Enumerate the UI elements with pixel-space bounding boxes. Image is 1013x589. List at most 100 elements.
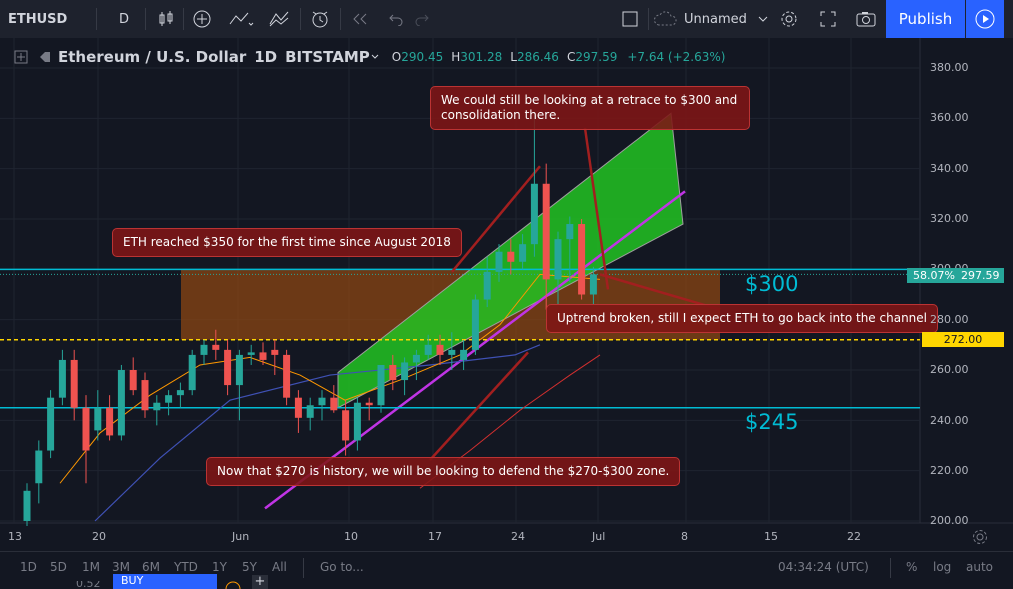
buy-button[interactable]: BUY [113,574,217,589]
candle [318,390,326,421]
level-245-label[interactable]: $245 [745,410,799,434]
play-icon[interactable] [966,0,1004,38]
auto-toggle[interactable]: auto [966,560,994,574]
price-tick: 340.00 [930,162,969,175]
candle [589,266,597,305]
candle-body [306,405,314,418]
range-1m[interactable]: 1M [82,560,100,574]
candle-body [554,239,562,280]
candle-body [412,354,420,363]
callout-first-time[interactable]: ETH reached $350 for the first time sinc… [112,228,462,257]
ma-blue [94,344,541,522]
time-tick: 8 [681,530,688,543]
candle [200,339,208,365]
candle-body [566,224,574,240]
range-5y[interactable]: 5Y [242,560,257,574]
candle-body [424,344,432,355]
settings-gear-icon[interactable] [776,0,802,38]
chevron-down-icon[interactable] [370,52,380,62]
candle-body [330,397,338,411]
candle [330,385,338,413]
legend-exchange[interactable]: BITSTAMP [285,48,370,66]
range-1y[interactable]: 1Y [212,560,227,574]
utc-clock[interactable]: 04:34:24 (UTC) [778,560,869,574]
candle [35,440,43,504]
legend-high: H301.28 [451,50,503,64]
price-tick: 240.00 [930,414,969,427]
candle-body [58,359,66,398]
range-all[interactable]: All [272,560,287,574]
candle [483,256,491,308]
candle-body [342,410,350,441]
candles-icon[interactable] [152,0,180,38]
publish-button[interactable]: Publish [886,0,965,38]
add-indicator-icon[interactable] [188,0,216,38]
range-1d[interactable]: 1D [20,560,37,574]
range-5d[interactable]: 5D [50,560,67,574]
price-tick: 260.00 [930,363,969,376]
candle-body [165,395,173,403]
log-toggle[interactable]: log [933,560,952,574]
expand-plus-icon[interactable] [14,50,28,64]
time-tick: 10 [344,530,358,543]
legend-low: L286.46 [510,50,559,64]
chevron-down-icon [758,16,768,22]
callout-defend[interactable]: Now that $270 is history, we will be loo… [206,457,681,486]
alert-clock-icon[interactable] [305,0,335,38]
symbol-search[interactable]: ETHUSD [8,0,86,38]
price-tick: 360.00 [930,111,969,124]
candle [176,382,184,408]
callout-uptrend[interactable]: Uptrend broken, still I expect ETH to go… [546,304,938,333]
undo-icon[interactable] [382,0,408,38]
sell-panel[interactable]: 0.52 [66,581,112,589]
candle-body [176,390,184,396]
percent-toggle[interactable]: % [906,560,918,574]
redo-icon[interactable] [410,0,436,38]
time-tick: Jul [592,530,606,543]
goto-button[interactable]: Go to... [320,560,364,574]
candle [542,163,550,310]
candle [106,395,114,441]
axis-settings-gear-icon[interactable] [971,528,989,546]
candle-body [542,183,550,280]
level-300-label[interactable]: $300 [745,272,799,296]
camera-icon[interactable] [852,0,880,38]
candle [401,357,409,396]
candle-body [141,380,149,411]
candle [70,349,78,421]
candle [342,400,350,456]
candle-body [94,407,102,431]
candle-body [283,354,291,398]
callout-retrace[interactable]: We could still be looking at a retrace t… [430,86,750,130]
symbol-label: ETHUSD [8,11,68,27]
indicators-icon[interactable] [225,0,257,38]
candle [212,329,220,360]
candle-body [318,397,326,406]
fullscreen-icon[interactable] [815,0,841,38]
layout-menu[interactable]: Unnamed [652,0,770,38]
candle [471,294,479,355]
pointer-defend [429,351,529,461]
range-6m[interactable]: 6M [142,560,160,574]
candle-body [483,271,491,300]
time-tick: 24 [511,530,525,543]
interval-button[interactable]: D [110,0,138,38]
replay-icon[interactable] [347,0,373,38]
candle [188,349,196,396]
candle [448,332,456,370]
add-panel-icon[interactable]: + [252,575,268,589]
fullscreen-box-icon[interactable] [618,0,642,38]
candle-body [224,349,232,386]
info-icon[interactable] [225,579,241,589]
candle-body [271,349,279,355]
candle-body [82,407,90,451]
range-ytd[interactable]: YTD [174,560,198,574]
compare-icon[interactable] [265,0,297,38]
candle [271,339,279,376]
range-3m[interactable]: 3M [112,560,130,574]
candle [353,397,361,451]
candle [235,349,243,421]
pointer-uptrend [599,273,721,311]
candle-body [589,274,597,295]
candle [224,339,232,396]
